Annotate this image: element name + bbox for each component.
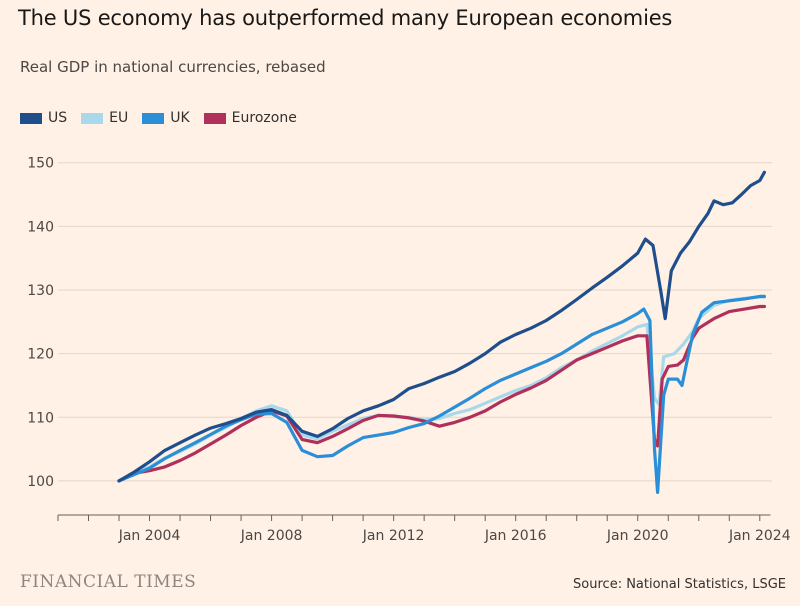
y-tick-label-130: 130 [27,283,54,299]
x-tick-label-2016: Jan 2016 [484,528,547,544]
series-line-eurozone [117,304,766,483]
y-tick-label-150: 150 [27,156,54,172]
chart-legend: US EU UK Eurozone [20,110,297,126]
chart-subtitle: Real GDP in national currencies, rebased [20,58,326,76]
legend-swatch-eu [81,112,104,124]
y-tick-label-100: 100 [27,474,54,490]
x-tick-label-2012: Jan 2012 [362,528,425,544]
ft-logo: FINANCIAL TIMES [20,572,197,592]
legend-swatch-uk [142,112,165,124]
series-line-uk [117,294,766,494]
legend-item-uk: UK [142,110,190,126]
x-tick-label-2008: Jan 2008 [240,528,303,544]
legend-item-us: US [20,110,67,126]
series-line-eu [117,295,766,483]
legend-label-eurozone: Eurozone [231,110,297,126]
legend-label-eu: EU [109,110,129,126]
source-note: Source: National Statistics, LSGE [573,577,786,592]
x-tick-label-2024: Jan 2024 [728,528,791,544]
legend-swatch-eurozone [203,112,226,124]
legend-label-us: US [48,110,68,126]
series-line-us [117,170,766,483]
x-tick-label-2020: Jan 2020 [606,528,669,544]
legend-item-eurozone: Eurozone [203,110,297,126]
y-tick-label-140: 140 [27,219,54,235]
legend-swatch-us [20,112,42,124]
legend-item-eu: EU [81,110,128,126]
x-tick-label-2004: Jan 2004 [118,528,181,544]
legend-label-uk: UK [170,110,190,126]
y-tick-label-110: 110 [27,410,54,426]
chart-title: The US economy has outperformed many Eur… [18,6,673,30]
y-tick-label-120: 120 [27,347,54,363]
